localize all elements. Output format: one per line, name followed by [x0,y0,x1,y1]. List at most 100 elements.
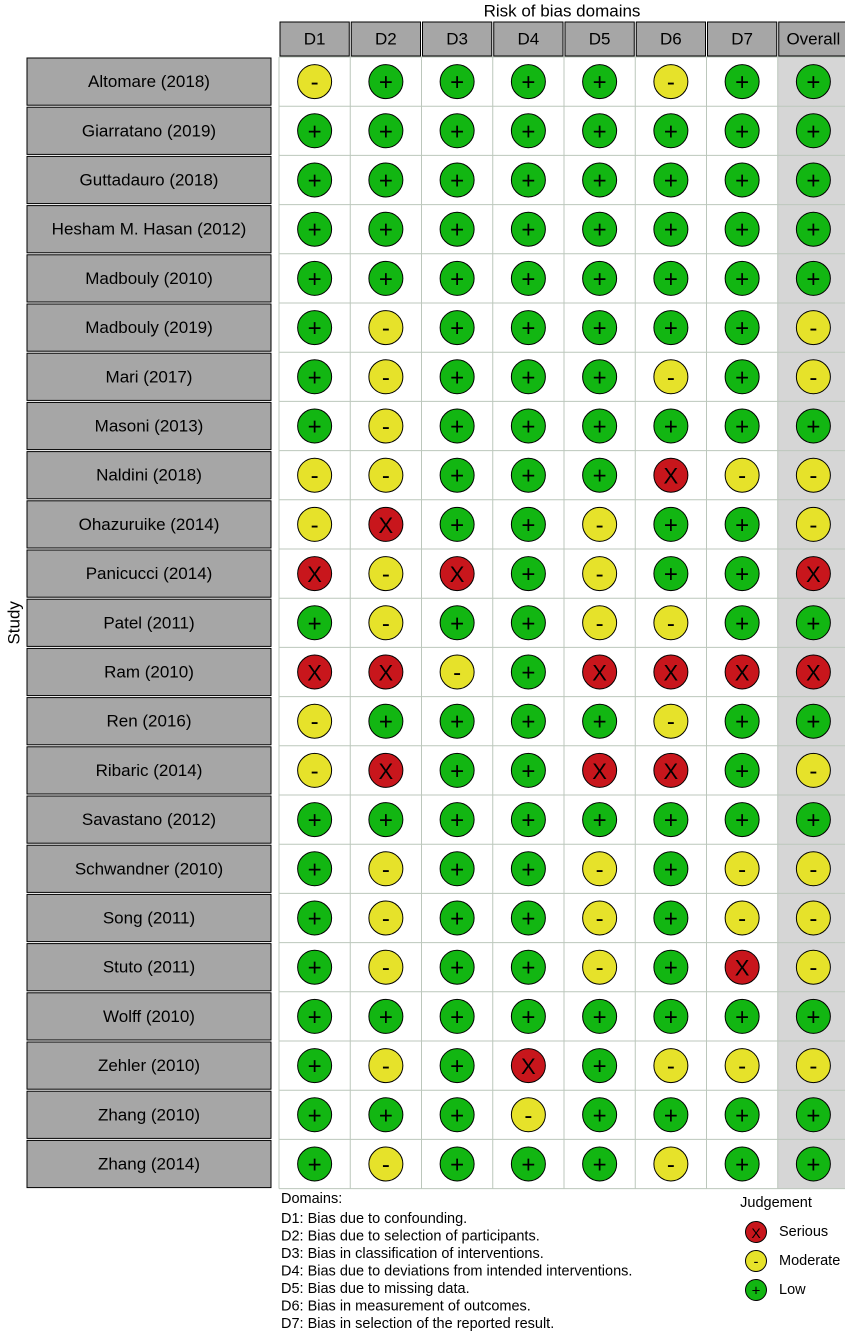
judgement-point [795,457,831,493]
judgement-symbol: + [450,709,464,736]
judgement-symbol: + [806,807,820,834]
study-label: Giarratano (2019) [82,121,216,140]
judgement-point [368,260,404,296]
judgement-point [439,998,475,1034]
judgement-symbol: + [379,168,393,195]
judgement-symbol: + [308,217,322,244]
judgement-point [368,359,404,395]
judgement-symbol: + [450,856,464,883]
judgement-symbol: X [806,661,821,686]
judgement-point [510,1048,546,1084]
judgement-point [724,654,760,690]
judgement-point [724,359,760,395]
column-header-box [635,21,706,57]
judgement-point [439,506,475,542]
judgement-symbol: - [667,69,675,96]
judgement-point [439,211,475,247]
judgement-symbol: + [593,168,607,195]
domain-description: D5: Bias due to missing data. [281,1281,470,1297]
legend-marker [745,1279,767,1301]
judgement-point [297,506,333,542]
judgement-symbol: X [379,513,394,538]
domain-description: D3: Bias in classification of interventi… [281,1246,544,1262]
judgement-point [510,556,546,592]
judgement-point [653,605,689,641]
judgement-point [795,605,831,641]
study-label: Naldini (2018) [96,466,202,485]
judgement-symbol: + [593,1004,607,1031]
judgement-symbol: + [308,315,322,342]
judgement-point [439,654,475,690]
judgement-point [297,703,333,739]
judgement-symbol: + [521,955,535,982]
judgement-point [510,113,546,149]
judgement-point [510,211,546,247]
judgement-point [795,802,831,838]
judgement-point [795,211,831,247]
judgement-symbol: + [735,217,749,244]
judgement-symbol: + [521,414,535,441]
judgement-point [510,949,546,985]
judgement-symbol: + [450,414,464,441]
judgement-symbol: + [664,266,678,293]
judgement-point [439,802,475,838]
judgement-symbol: + [593,1053,607,1080]
judgement-point [724,211,760,247]
study-label: Ren (2016) [106,712,191,731]
judgement-symbol: + [735,758,749,785]
judgement-symbol: + [450,610,464,637]
judgement-symbol: X [735,956,750,981]
judgement-symbol: + [308,118,322,145]
judgement-point [439,703,475,739]
judgement-symbol: - [738,856,746,883]
judgement-point [653,408,689,444]
judgement-symbol: + [664,315,678,342]
judgement-symbol: + [521,266,535,293]
judgement-point [297,851,333,887]
judgement-symbol: + [450,955,464,982]
study-label: Ribaric (2014) [96,761,203,780]
judgement-symbol: + [308,807,322,834]
judgement-symbol: + [593,463,607,490]
column-header-label: D7 [731,30,753,49]
study-label: Zhang (2010) [98,1105,200,1124]
judgement-point [724,605,760,641]
judgement-symbol: + [735,364,749,391]
judgement-symbol: + [735,69,749,96]
judgement-symbol: - [596,955,604,982]
study-label: Altomare (2018) [88,72,210,91]
judgement-symbol: + [806,414,820,441]
judgement-point [795,408,831,444]
judgement-point [297,802,333,838]
judgement-point [653,260,689,296]
judgement-symbol: + [450,364,464,391]
judgement-symbol: - [596,610,604,637]
judgement-point [724,802,760,838]
column-header-label: D2 [375,30,397,49]
column-header-label: D4 [518,30,540,49]
judgement-symbol: + [379,69,393,96]
judgement-point [297,1097,333,1133]
study-label-box [26,57,272,106]
judgement-symbol: - [382,364,390,391]
judgement-point [510,851,546,887]
study-label-box [26,647,272,697]
judgement-symbol: + [450,217,464,244]
judgement-point [439,113,475,149]
judgement-symbol: + [521,856,535,883]
judgement-symbol: + [593,217,607,244]
judgement-point [510,1146,546,1182]
study-label: Zhang (2014) [98,1155,200,1174]
study-label-box [26,1090,272,1139]
judgement-symbol: + [308,1102,322,1129]
judgement-symbol: + [593,414,607,441]
study-label-box [26,598,272,647]
judgement-point [582,506,618,542]
judgement-symbol: + [593,315,607,342]
column-header-label: D6 [660,30,682,49]
judgement-point [439,851,475,887]
judgement-point [795,310,831,346]
judgement-symbol: - [596,906,604,933]
judgement-point [297,654,333,690]
judgement-point [582,113,618,149]
